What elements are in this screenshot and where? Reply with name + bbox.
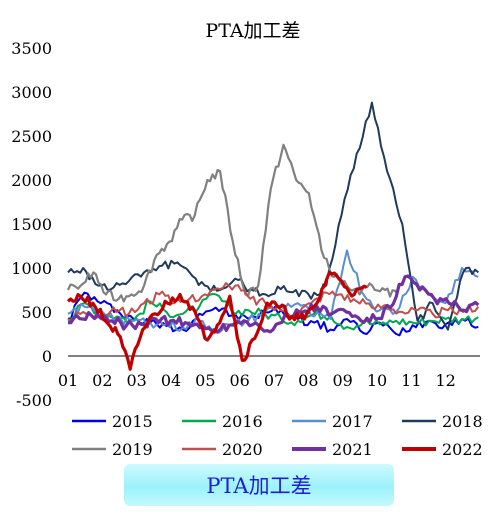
x-tick-label: 02 <box>92 371 112 390</box>
x-tick-label: 05 <box>195 371 215 390</box>
x-tick-label: 09 <box>332 371 352 390</box>
series-lines <box>68 103 478 370</box>
legend: 2015 2016 2017 2018 2019 2020 2021 2022 <box>72 412 483 459</box>
legend-label: 2015 <box>112 412 153 431</box>
y-tick-label: 3500 <box>11 39 52 58</box>
series-line-2019 <box>68 145 398 302</box>
y-tick-label: 1500 <box>11 215 52 234</box>
x-tick-label: 01 <box>58 371 78 390</box>
y-tick-label: 500 <box>21 303 52 322</box>
y-axis-ticks: 3500 3000 2500 2000 1500 1000 500 0 -500 <box>11 39 52 410</box>
x-tick-label: 03 <box>126 371 146 390</box>
x-axis: 01 02 03 04 05 06 07 08 09 10 11 12 <box>58 356 480 390</box>
x-tick-label: 04 <box>161 371 181 390</box>
legend-label: 2021 <box>332 440 373 459</box>
y-tick-label: 2000 <box>11 171 52 190</box>
legend-label: 2019 <box>112 440 153 459</box>
legend-label: 2018 <box>442 412 483 431</box>
y-tick-label: 3000 <box>11 83 52 102</box>
legend-label: 2017 <box>332 412 373 431</box>
x-tick-label: 08 <box>298 371 318 390</box>
y-tick-label: 1000 <box>11 259 52 278</box>
y-tick-label: -500 <box>16 391 52 410</box>
legend-label: 2016 <box>222 412 263 431</box>
x-tick-label: 12 <box>435 371 455 390</box>
x-tick-label: 10 <box>367 371 387 390</box>
legend-label: 2022 <box>442 440 483 459</box>
x-tick-label: 06 <box>229 371 249 390</box>
caption-label: PTA加工差 <box>124 464 394 506</box>
chart-title: PTA加工差 <box>205 20 300 42</box>
y-tick-label: 0 <box>42 347 52 366</box>
x-tick-label: 07 <box>264 371 284 390</box>
legend-label: 2020 <box>222 440 263 459</box>
x-tick-label: 11 <box>401 371 421 390</box>
y-tick-label: 2500 <box>11 127 52 146</box>
